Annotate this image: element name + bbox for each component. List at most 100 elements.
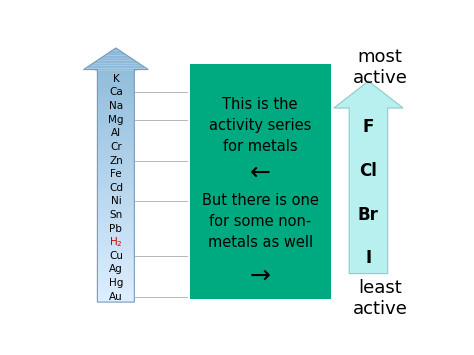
Polygon shape bbox=[97, 292, 134, 294]
Polygon shape bbox=[97, 140, 134, 142]
Polygon shape bbox=[97, 129, 134, 132]
Text: Hg: Hg bbox=[109, 278, 123, 288]
Text: Mg: Mg bbox=[108, 115, 124, 125]
Text: Zn: Zn bbox=[109, 155, 123, 165]
Polygon shape bbox=[97, 289, 134, 292]
Polygon shape bbox=[97, 246, 134, 249]
Polygon shape bbox=[97, 173, 134, 175]
Polygon shape bbox=[97, 206, 134, 208]
Polygon shape bbox=[97, 73, 134, 76]
Polygon shape bbox=[97, 81, 134, 83]
Polygon shape bbox=[97, 213, 134, 216]
Polygon shape bbox=[97, 124, 134, 127]
Polygon shape bbox=[97, 96, 134, 99]
Polygon shape bbox=[97, 178, 134, 180]
Polygon shape bbox=[97, 58, 135, 61]
Polygon shape bbox=[93, 61, 139, 63]
Polygon shape bbox=[97, 249, 134, 251]
Polygon shape bbox=[97, 284, 134, 287]
Polygon shape bbox=[97, 71, 134, 73]
Polygon shape bbox=[97, 142, 134, 144]
Polygon shape bbox=[97, 272, 134, 274]
Polygon shape bbox=[97, 234, 134, 236]
Polygon shape bbox=[97, 218, 134, 221]
Polygon shape bbox=[334, 81, 403, 274]
Text: Cl: Cl bbox=[359, 162, 377, 180]
FancyBboxPatch shape bbox=[190, 64, 331, 299]
Polygon shape bbox=[97, 94, 134, 96]
Text: Sn: Sn bbox=[109, 210, 122, 220]
Polygon shape bbox=[97, 149, 134, 152]
Polygon shape bbox=[97, 226, 134, 228]
Polygon shape bbox=[97, 279, 134, 282]
Polygon shape bbox=[97, 193, 134, 195]
Polygon shape bbox=[97, 251, 134, 254]
Text: Al: Al bbox=[111, 128, 121, 138]
Polygon shape bbox=[97, 274, 134, 277]
Polygon shape bbox=[97, 101, 134, 104]
Polygon shape bbox=[97, 244, 134, 246]
Text: K: K bbox=[112, 74, 119, 84]
Polygon shape bbox=[100, 56, 131, 58]
Polygon shape bbox=[97, 211, 134, 213]
Polygon shape bbox=[97, 201, 134, 203]
Polygon shape bbox=[97, 89, 134, 91]
Text: F: F bbox=[363, 118, 374, 136]
Text: most
active: most active bbox=[353, 48, 408, 87]
Text: H$_2$: H$_2$ bbox=[109, 235, 123, 249]
Polygon shape bbox=[85, 68, 146, 71]
Polygon shape bbox=[97, 111, 134, 114]
Polygon shape bbox=[97, 188, 134, 190]
Text: Ca: Ca bbox=[109, 87, 123, 97]
Polygon shape bbox=[97, 198, 134, 201]
Polygon shape bbox=[97, 160, 134, 162]
Polygon shape bbox=[97, 282, 134, 284]
Polygon shape bbox=[97, 137, 134, 140]
Polygon shape bbox=[97, 91, 134, 94]
Polygon shape bbox=[97, 297, 134, 300]
Text: Na: Na bbox=[109, 101, 123, 111]
Polygon shape bbox=[97, 168, 134, 170]
Polygon shape bbox=[108, 50, 124, 53]
Polygon shape bbox=[97, 86, 134, 89]
Polygon shape bbox=[97, 122, 134, 124]
Text: Ag: Ag bbox=[109, 264, 123, 274]
Polygon shape bbox=[97, 203, 134, 206]
Text: Fe: Fe bbox=[110, 169, 122, 179]
Polygon shape bbox=[97, 195, 134, 198]
Polygon shape bbox=[97, 231, 134, 234]
Text: Cu: Cu bbox=[109, 251, 123, 261]
Polygon shape bbox=[97, 106, 134, 109]
Polygon shape bbox=[97, 183, 134, 185]
Polygon shape bbox=[97, 78, 134, 81]
Polygon shape bbox=[97, 241, 134, 244]
Polygon shape bbox=[97, 109, 134, 111]
Polygon shape bbox=[85, 66, 146, 68]
Polygon shape bbox=[97, 99, 134, 101]
Polygon shape bbox=[97, 119, 134, 122]
Polygon shape bbox=[97, 83, 134, 86]
Text: This is the
activity series
for metals: This is the activity series for metals bbox=[209, 97, 311, 154]
Text: ←: ← bbox=[250, 160, 271, 184]
Polygon shape bbox=[97, 300, 134, 302]
Polygon shape bbox=[97, 261, 134, 264]
Polygon shape bbox=[97, 239, 134, 241]
Polygon shape bbox=[112, 48, 120, 50]
Polygon shape bbox=[97, 165, 134, 168]
Text: Ni: Ni bbox=[110, 196, 121, 206]
Text: Cd: Cd bbox=[109, 183, 123, 193]
Polygon shape bbox=[97, 157, 134, 160]
Polygon shape bbox=[97, 254, 134, 256]
Polygon shape bbox=[97, 76, 134, 78]
Polygon shape bbox=[104, 53, 128, 56]
Polygon shape bbox=[89, 63, 143, 66]
Polygon shape bbox=[97, 127, 134, 129]
Polygon shape bbox=[97, 132, 134, 135]
Polygon shape bbox=[97, 287, 134, 289]
Polygon shape bbox=[97, 223, 134, 226]
Text: Au: Au bbox=[109, 292, 123, 302]
Polygon shape bbox=[97, 277, 134, 279]
Polygon shape bbox=[97, 185, 134, 188]
Polygon shape bbox=[97, 162, 134, 165]
Polygon shape bbox=[97, 216, 134, 218]
